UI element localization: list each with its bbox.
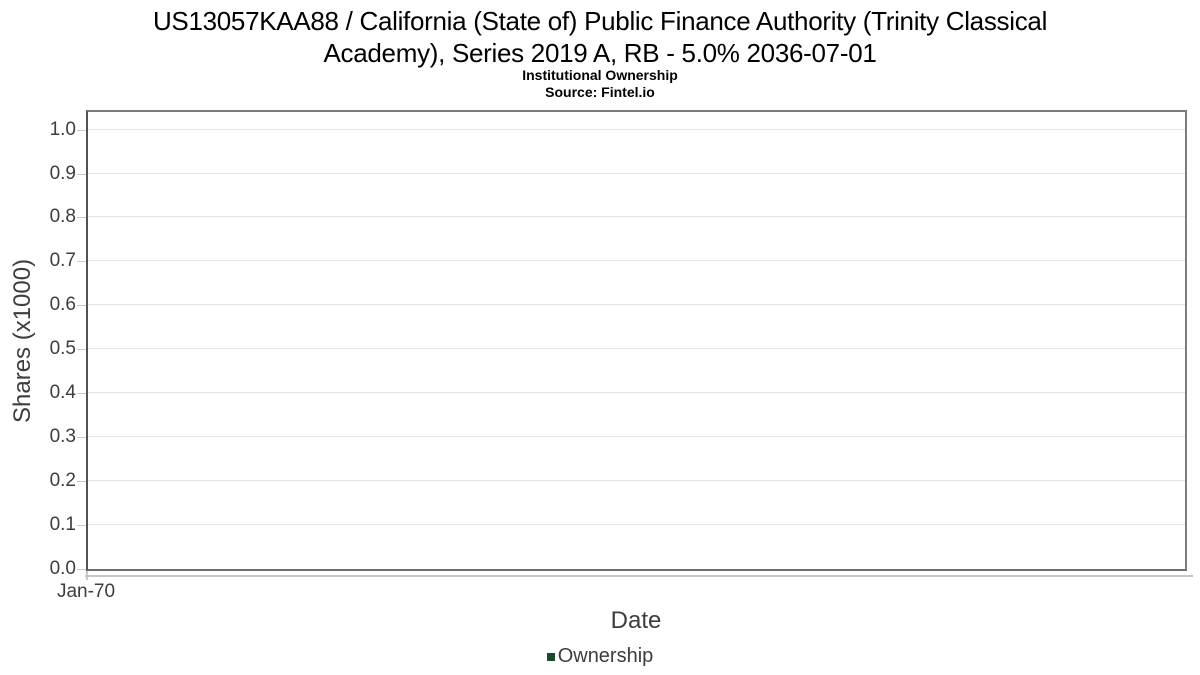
y-tick-label-0.0: 0.0 [49,558,76,579]
y-tick-label-0.3: 0.3 [49,426,76,448]
y-tick-mark-0.8 [77,217,86,219]
gridline-y-0.4 [88,392,1185,394]
y-tick-mark-0.0 [77,569,86,570]
gridline-y-0.2 [88,480,1185,482]
legend: Ownership [0,645,1200,667]
gridline-y-0.7 [88,260,1185,262]
gridline-y-0.9 [88,172,1185,174]
chart-title-line-2: Academy), Series 2019 A, RB - 5.0% 2036-… [323,38,877,68]
y-tick-label-0.4: 0.4 [49,382,76,404]
y-tick-label-0.6: 0.6 [49,294,76,316]
gridline-y-0.5 [88,348,1185,350]
y-tick-label-0.9: 0.9 [49,162,76,184]
gridline-y-0.6 [88,304,1185,306]
y-tick-mark-0.3 [77,437,86,439]
y-tick-mark-0.9 [77,173,86,175]
y-tick-label-0.1: 0.1 [49,514,76,536]
y-tick-mark-1.0 [77,129,86,131]
y-tick-mark-0.5 [77,349,86,351]
y-tick-mark-0.1 [77,525,86,527]
gridline-y-0.1 [88,524,1185,526]
chart-title-line-1: US13057KAA88 / California (State of) Pub… [152,6,1048,36]
chart-source: Source: Fintel.io [545,84,655,100]
y-tick-label-0.8: 0.8 [49,206,76,228]
y-tick-mark-0.6 [77,305,86,307]
legend-label-ownership: Ownership [557,644,654,667]
y-tick-mark-0.4 [77,393,86,395]
chart-title: US13057KAA88 / California (State of) Pub… [0,5,1200,69]
y-axis-title: Shares (x1000) [9,258,36,423]
plot-inner [88,112,1185,569]
plot-area [86,110,1187,571]
y-tick-label-1.0: 1.0 [49,118,76,140]
gridline-y-0.3 [88,436,1185,438]
y-tick-label-0.2: 0.2 [49,470,76,492]
x-tick-mark-Jan-70 [86,571,88,580]
x-axis-title: Date [610,607,662,634]
x-tick-label-Jan-70: Jan-70 [56,581,116,602]
x-axis-line [85,575,1193,577]
y-tick-mark-0.7 [77,261,86,263]
y-tick-mark-0.2 [77,481,86,483]
gridline-y-0.8 [88,216,1185,218]
gridline-y-1.0 [88,128,1185,130]
legend-swatch-ownership [546,652,555,661]
chart-subtitle: Institutional Ownership [522,67,678,83]
y-tick-label-0.5: 0.5 [49,338,76,360]
y-tick-label-0.7: 0.7 [49,250,76,272]
